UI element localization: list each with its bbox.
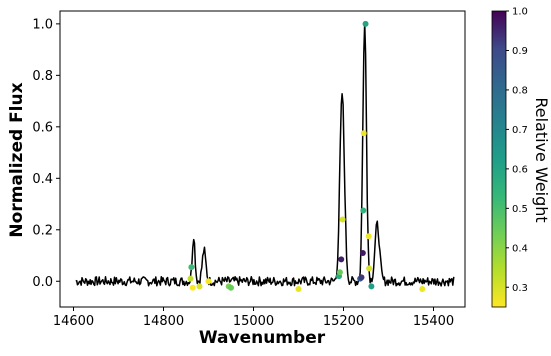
y-tick-label: 0.6 <box>32 120 53 135</box>
weighted-point <box>359 249 366 256</box>
weighted-point <box>358 274 365 281</box>
weighted-point <box>365 233 372 240</box>
y-tick-label: 0.2 <box>32 223 53 238</box>
weighted-points <box>187 20 426 292</box>
weighted-point <box>339 216 346 223</box>
weighted-point <box>188 264 195 271</box>
x-tick-label: 15400 <box>413 314 454 329</box>
y-axis-label: Normalized Flux <box>7 82 27 237</box>
y-tick-label: 0.4 <box>32 172 53 187</box>
plot-area <box>59 10 466 308</box>
x-tick-label: 15200 <box>323 314 364 329</box>
x-tick-label: 14800 <box>143 314 184 329</box>
colorbar-tick-label: 1.0 <box>512 7 528 18</box>
weighted-point <box>368 283 375 290</box>
weighted-point <box>338 256 345 263</box>
colorbar-tick-label: 0.8 <box>512 85 528 96</box>
colorbar-tick-label: 0.9 <box>512 46 528 57</box>
weighted-point <box>360 207 367 214</box>
weighted-point <box>189 284 196 291</box>
colorbar-tick-label: 0.4 <box>512 243 528 254</box>
colorbar <box>491 10 507 308</box>
colorbar-axis: 0.3 0.4 0.5 0.6 0.7 0.8 0.9 1.0 <box>506 7 528 294</box>
spectrum-layer <box>75 21 455 287</box>
y-tick-label: 0.8 <box>32 69 53 84</box>
x-axis: 14600 14800 15000 15200 15400 <box>53 307 454 329</box>
colorbar-tick-label: 0.3 <box>512 283 528 294</box>
weighted-point <box>295 285 302 292</box>
weighted-point <box>187 275 194 282</box>
weighted-point <box>196 283 203 290</box>
y-axis: 0.0 0.2 0.4 0.6 0.8 1.0 <box>32 17 60 290</box>
weighted-point <box>366 265 373 272</box>
spectrum-line <box>75 21 455 287</box>
colorbar-tick-label: 0.6 <box>512 164 528 175</box>
colorbar-label: Relative Weight <box>532 97 551 222</box>
weighted-point <box>228 284 234 291</box>
weighted-point <box>362 20 369 27</box>
colorbar-tick-label: 0.7 <box>512 125 528 136</box>
y-tick-label: 1.0 <box>32 17 53 32</box>
y-tick-label: 0.0 <box>32 275 53 290</box>
x-axis-label: Wavenumber <box>199 328 326 348</box>
x-tick-label: 15000 <box>233 314 274 329</box>
colorbar-tick-label: 0.5 <box>512 204 528 215</box>
weighted-point <box>360 130 367 137</box>
weighted-point <box>419 285 426 292</box>
weighted-point <box>336 269 343 276</box>
weighted-point <box>205 278 212 285</box>
x-tick-label: 14600 <box>53 314 94 329</box>
